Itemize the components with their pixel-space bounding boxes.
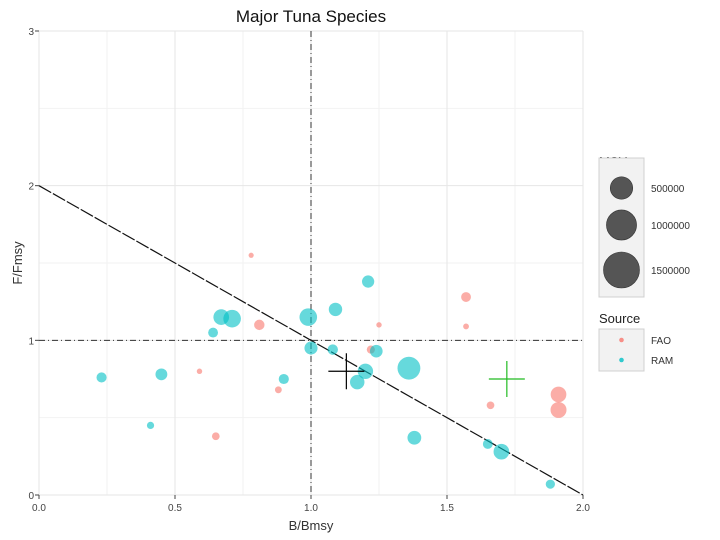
data-point-fao: [254, 319, 265, 331]
data-point-fao: [461, 292, 471, 302]
y-tick-label: 0: [28, 491, 34, 502]
data-point-ram: [328, 302, 343, 317]
data-point-fao: [274, 386, 282, 394]
data-points: [96, 252, 567, 489]
data-point-ram: [96, 372, 107, 383]
data-point-ram: [407, 430, 422, 445]
x-tick-label: 2.0: [576, 503, 590, 514]
data-point-fao: [463, 323, 469, 330]
data-point-fao: [550, 386, 567, 403]
median-crosshairs: [328, 353, 525, 397]
data-point-fao: [248, 252, 254, 258]
data-point-ram: [545, 479, 555, 489]
data-point-ram: [299, 308, 318, 326]
legend-source-swatch: [619, 337, 624, 343]
x-tick-label: 0.5: [168, 503, 182, 514]
data-point-ram: [146, 421, 155, 429]
data-point-ram: [327, 344, 338, 355]
y-tick-label: 1: [28, 336, 34, 347]
x-tick-label: 1.5: [440, 503, 454, 514]
data-point-ram: [304, 341, 318, 355]
data-point-ram: [223, 309, 241, 328]
legend-size-label: 1000000: [651, 221, 690, 232]
data-point-fao: [376, 322, 382, 328]
legend-source-title: Source: [599, 311, 640, 326]
x-axis-label: B/Bmsy: [289, 518, 334, 533]
data-point-ram: [482, 439, 493, 449]
legend-size-circle: [606, 209, 637, 241]
data-point-fao: [211, 432, 220, 441]
legend-size-circle: [603, 251, 640, 289]
data-point-fao: [196, 368, 203, 374]
x-tick-label: 0.0: [32, 503, 46, 514]
x-tick-label: 1.0: [304, 503, 318, 514]
axes: 0.0 0.5 1.0 1.5 2.0 0 1 2 3: [28, 27, 590, 514]
data-point-fao: [486, 401, 495, 410]
legend-source-label: FAO: [651, 336, 671, 347]
chart-title: Major Tuna Species: [236, 7, 386, 26]
median-crosshair: [488, 361, 525, 397]
data-point-ram: [357, 363, 374, 379]
data-point-ram: [278, 373, 289, 385]
legend-size-circle: [609, 176, 634, 200]
data-point-ram: [155, 368, 168, 381]
y-tick-label: 2: [28, 182, 34, 193]
data-point-ram: [350, 374, 365, 390]
legend-source-box: [598, 328, 645, 372]
median-crosshair: [328, 353, 365, 390]
legend-size-label: 1500000: [651, 266, 690, 277]
legend-source-swatch: [619, 357, 624, 363]
y-axis-label: F/Fmsy: [10, 241, 25, 285]
y-tick-label: 3: [28, 27, 34, 38]
data-point-ram: [361, 275, 375, 288]
legend-size-label: 500000: [651, 184, 685, 195]
data-point-fao: [550, 401, 567, 418]
data-point-ram: [397, 356, 421, 380]
data-point-ram: [369, 344, 383, 358]
legend-source-label: RAM: [651, 356, 673, 367]
data-point-ram: [493, 443, 510, 460]
data-point-ram: [208, 327, 218, 338]
